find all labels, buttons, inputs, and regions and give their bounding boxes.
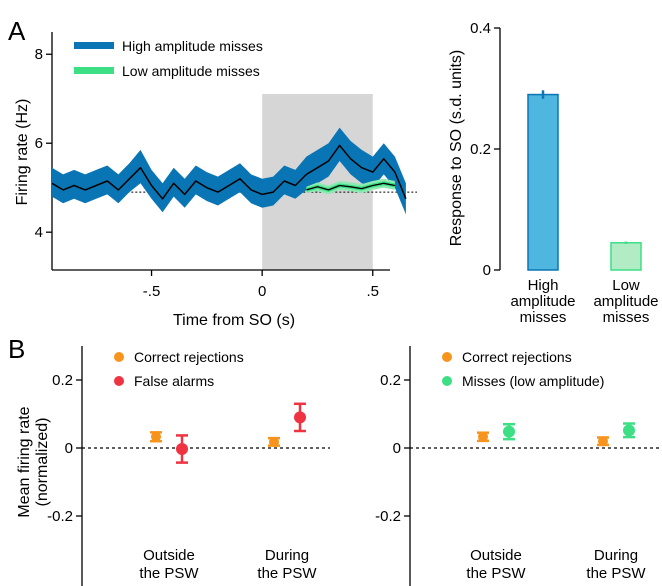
group-label: Outside bbox=[470, 547, 522, 564]
legend-label: Misses (low amplitude) bbox=[462, 373, 604, 389]
group-label: the PSW bbox=[257, 565, 317, 582]
y-axis-label: (normalized) bbox=[34, 418, 51, 507]
bar-category-label: Low bbox=[612, 277, 640, 294]
group-label: Outside bbox=[143, 547, 195, 564]
y-tick-label: -0.2 bbox=[375, 508, 401, 525]
firing-rate-line-chart: 4 6 8 -.5 0 .5 Time from SO (s) Firing rate (Hz… bbox=[14, 32, 417, 329]
y-tick-label: 0.2 bbox=[380, 372, 401, 389]
data-point bbox=[151, 431, 161, 442]
low-amplitude-mean-line bbox=[306, 182, 396, 191]
data-point bbox=[269, 436, 279, 447]
bar bbox=[610, 242, 642, 271]
y-tick-label: 0 bbox=[65, 440, 73, 457]
panel-label-a: A bbox=[8, 16, 26, 46]
bar-category-label: amplitude bbox=[593, 293, 658, 310]
legend-label-low: Low amplitude misses bbox=[122, 63, 260, 79]
group-label: the PSW bbox=[466, 565, 526, 582]
data-point bbox=[598, 436, 608, 447]
y-tick-label: 6 bbox=[35, 135, 43, 152]
legend-marker-correct-rejections bbox=[442, 352, 452, 362]
x-axis-label: Time from SO (s) bbox=[173, 312, 295, 329]
y-tick-label: 0.4 bbox=[470, 20, 491, 37]
group-label: During bbox=[265, 547, 309, 564]
panel-label-b: B bbox=[8, 334, 25, 364]
x-tick-label: 0 bbox=[258, 283, 266, 300]
false-alarms-dot-chart: 0.2 0 -0.2 Mean firing rate (normalized) Outs… bbox=[16, 346, 330, 586]
legend-marker bbox=[442, 376, 452, 386]
bar-category-label: misses bbox=[520, 309, 567, 326]
y-axis-label: Firing rate (Hz) bbox=[14, 99, 31, 206]
y-axis-label: Mean firing rate bbox=[16, 406, 33, 517]
legend-swatch-high bbox=[74, 42, 114, 49]
y-tick-label: -0.2 bbox=[47, 508, 73, 525]
data-point bbox=[176, 443, 188, 456]
legend-marker-correct-rejections bbox=[114, 352, 124, 362]
group-label: the PSW bbox=[586, 565, 646, 582]
legend-marker bbox=[114, 376, 124, 386]
y-tick-label: 4 bbox=[35, 224, 43, 241]
high-amplitude-mean-line bbox=[51, 144, 407, 200]
bar-category-label: High bbox=[528, 277, 559, 294]
group-label: During bbox=[594, 547, 638, 564]
x-tick-label: -.5 bbox=[143, 283, 161, 300]
bar bbox=[527, 93, 559, 271]
high-amplitude-sem-band bbox=[52, 127, 406, 215]
data-point bbox=[478, 431, 488, 442]
group-label: the PSW bbox=[139, 565, 199, 582]
legend-label: Correct rejections bbox=[134, 349, 244, 365]
legend-label-high: High amplitude misses bbox=[122, 38, 263, 54]
data-point bbox=[294, 411, 306, 424]
bar-category-label: misses bbox=[603, 309, 650, 326]
legend-swatch-low bbox=[74, 67, 114, 74]
legend-label: False alarms bbox=[134, 373, 214, 389]
y-tick-label: 0 bbox=[393, 440, 401, 457]
legend-label: Correct rejections bbox=[462, 349, 572, 365]
y-axis-label: Response to SO (s.d. units) bbox=[448, 50, 465, 247]
y-tick-label: 0.2 bbox=[470, 141, 491, 158]
y-tick-label: 8 bbox=[35, 46, 43, 63]
y-tick-label: 0.2 bbox=[52, 372, 73, 389]
x-tick-label: .5 bbox=[366, 283, 379, 300]
y-tick-label: 0 bbox=[483, 262, 491, 279]
data-point bbox=[623, 424, 635, 437]
bar-category-label: amplitude bbox=[510, 293, 575, 310]
data-point bbox=[503, 425, 515, 438]
